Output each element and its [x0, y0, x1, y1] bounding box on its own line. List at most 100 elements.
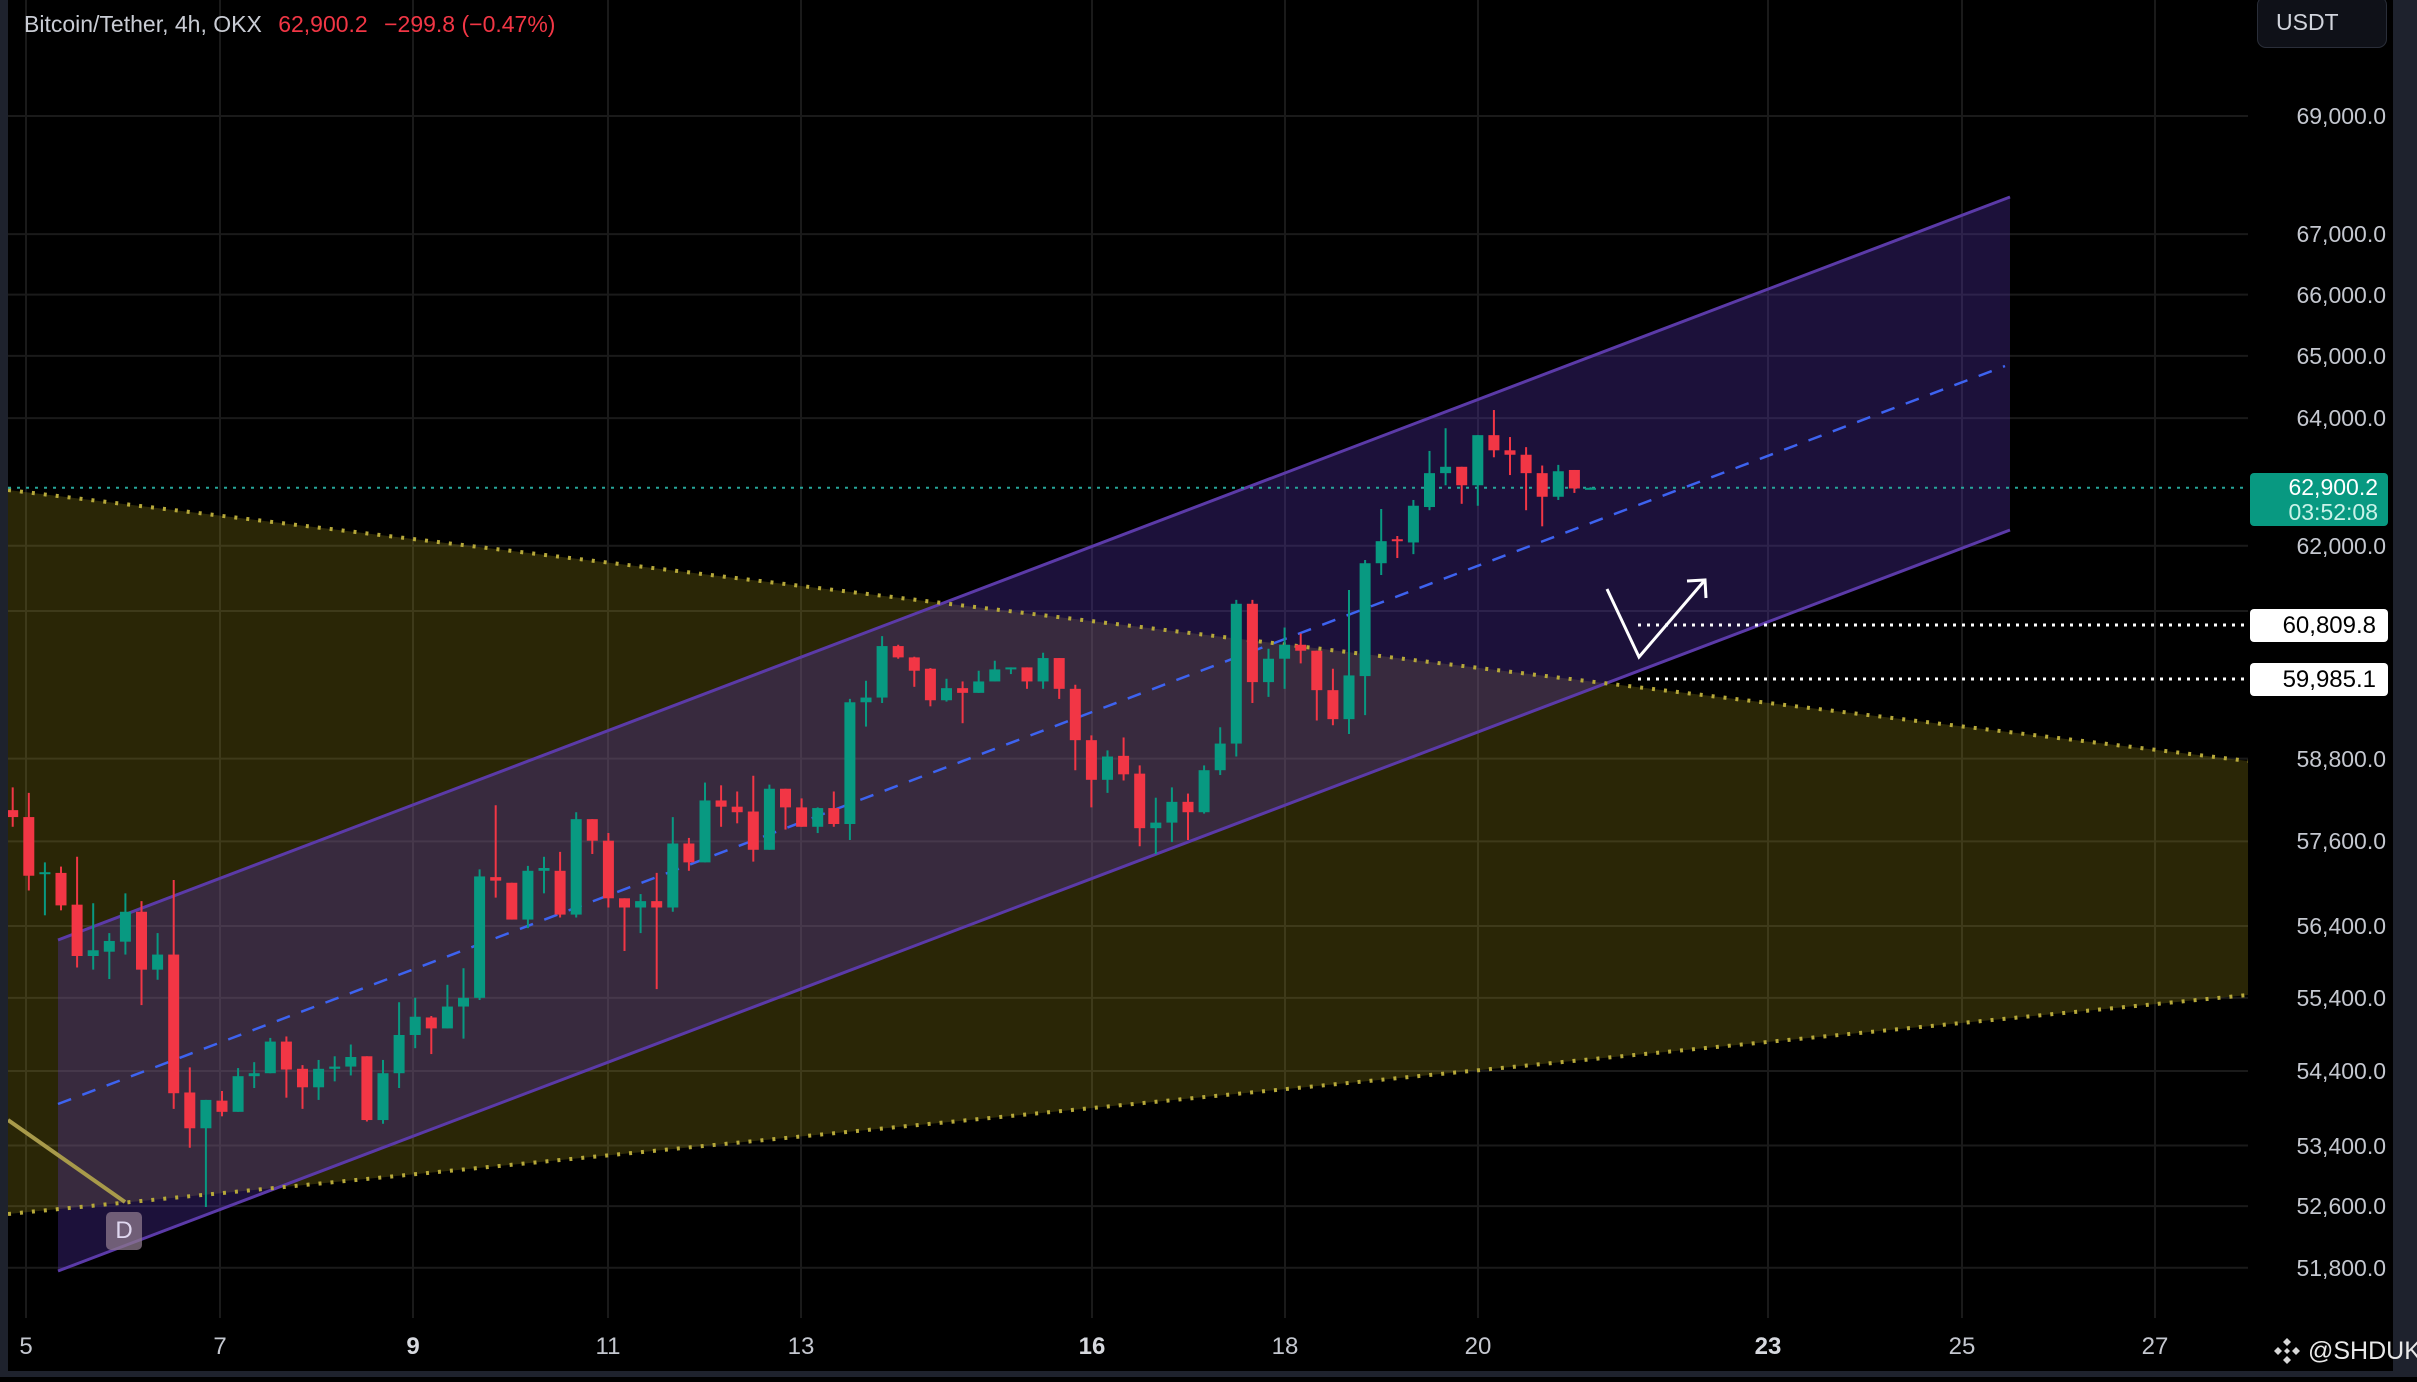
wedge-upper-line[interactable]: [7, 488, 2249, 763]
candle[interactable]: [747, 811, 759, 850]
candle[interactable]: [1375, 541, 1387, 564]
candle[interactable]: [55, 872, 67, 906]
candle[interactable]: [1568, 469, 1580, 489]
candle[interactable]: [1166, 801, 1178, 823]
candle[interactable]: [393, 1034, 405, 1074]
candle[interactable]: [1391, 539, 1403, 542]
candle[interactable]: [651, 901, 663, 908]
candle[interactable]: [184, 1092, 196, 1129]
candle[interactable]: [377, 1073, 389, 1121]
candle[interactable]: [264, 1041, 276, 1074]
candle[interactable]: [1359, 563, 1371, 677]
wedge-fill[interactable]: [8, 490, 2248, 1214]
candle[interactable]: [39, 872, 51, 875]
candle[interactable]: [425, 1017, 437, 1029]
candle[interactable]: [1295, 644, 1307, 651]
candle[interactable]: [1407, 505, 1419, 543]
candle[interactable]: [957, 688, 969, 693]
candle[interactable]: [908, 657, 920, 671]
projection-arrow[interactable]: [1605, 579, 1707, 660]
candle[interactable]: [1230, 603, 1242, 744]
candle[interactable]: [1053, 658, 1065, 689]
candle[interactable]: [876, 646, 888, 698]
candle[interactable]: [973, 681, 985, 693]
candle[interactable]: [329, 1066, 341, 1069]
dividend-badge[interactable]: D: [106, 1212, 142, 1250]
candle[interactable]: [506, 882, 518, 920]
candle[interactable]: [458, 997, 469, 1007]
candle[interactable]: [1021, 667, 1033, 682]
candle[interactable]: [1440, 466, 1452, 474]
candle[interactable]: [683, 843, 695, 863]
candle[interactable]: [361, 1056, 373, 1121]
candle[interactable]: [474, 876, 486, 998]
candle[interactable]: [297, 1068, 308, 1088]
candle[interactable]: [490, 877, 502, 881]
candle[interactable]: [1069, 688, 1081, 741]
candle[interactable]: [1520, 454, 1532, 474]
candle[interactable]: [844, 702, 856, 825]
candle[interactable]: [522, 870, 534, 920]
candle[interactable]: [1585, 487, 1596, 490]
currency-button[interactable]: USDT: [2257, 0, 2387, 48]
candle[interactable]: [345, 1057, 357, 1067]
candle[interactable]: [1488, 435, 1500, 451]
channel-median-line[interactable]: [57, 364, 2006, 1106]
candle[interactable]: [715, 800, 727, 807]
candle[interactable]: [200, 1099, 212, 1129]
candle[interactable]: [1456, 466, 1468, 486]
candle[interactable]: [1311, 650, 1323, 691]
channel-lower-line[interactable]: [57, 528, 2011, 1273]
candle[interactable]: [667, 843, 679, 908]
candle[interactable]: [1005, 667, 1017, 670]
candle[interactable]: [71, 904, 83, 957]
candle[interactable]: [1134, 773, 1146, 829]
candle[interactable]: [1214, 743, 1226, 771]
candle[interactable]: [860, 697, 872, 703]
candle[interactable]: [7, 810, 19, 818]
candle[interactable]: [119, 911, 131, 942]
candle[interactable]: [570, 819, 582, 915]
candle[interactable]: [892, 646, 904, 658]
candle[interactable]: [1279, 644, 1291, 659]
candle[interactable]: [232, 1076, 244, 1112]
candle[interactable]: [1472, 435, 1484, 486]
candle[interactable]: [1552, 471, 1564, 497]
candle[interactable]: [23, 817, 35, 876]
symbol-title[interactable]: Bitcoin/Tether, 4h, OKX: [24, 11, 262, 37]
candle[interactable]: [280, 1041, 292, 1070]
candle[interactable]: [136, 911, 147, 970]
candle[interactable]: [780, 788, 791, 808]
candle[interactable]: [1504, 450, 1516, 455]
candle[interactable]: [1263, 658, 1274, 683]
candle[interactable]: [1102, 756, 1113, 780]
candle[interactable]: [1246, 603, 1258, 683]
trend-line[interactable]: [6, 1118, 127, 1204]
candle[interactable]: [216, 1100, 228, 1112]
candle[interactable]: [1198, 770, 1210, 813]
candle[interactable]: [313, 1068, 325, 1088]
candle[interactable]: [828, 808, 840, 825]
candle[interactable]: [554, 870, 566, 915]
candle[interactable]: [1037, 658, 1049, 682]
candle[interactable]: [731, 806, 743, 813]
candle[interactable]: [1118, 755, 1130, 775]
candle[interactable]: [924, 668, 936, 701]
candle[interactable]: [1327, 690, 1339, 720]
candle[interactable]: [699, 800, 711, 863]
candle[interactable]: [812, 808, 824, 827]
candle[interactable]: [635, 901, 647, 908]
candle[interactable]: [1085, 740, 1097, 780]
channel-upper-line[interactable]: [57, 195, 2011, 942]
candle[interactable]: [619, 898, 630, 908]
candle[interactable]: [602, 840, 614, 899]
candle[interactable]: [1536, 473, 1548, 497]
candle[interactable]: [538, 867, 550, 871]
candle[interactable]: [796, 807, 808, 827]
candle[interactable]: [941, 688, 952, 701]
candle[interactable]: [103, 940, 115, 952]
candle[interactable]: [409, 1016, 421, 1035]
candle[interactable]: [763, 788, 775, 850]
